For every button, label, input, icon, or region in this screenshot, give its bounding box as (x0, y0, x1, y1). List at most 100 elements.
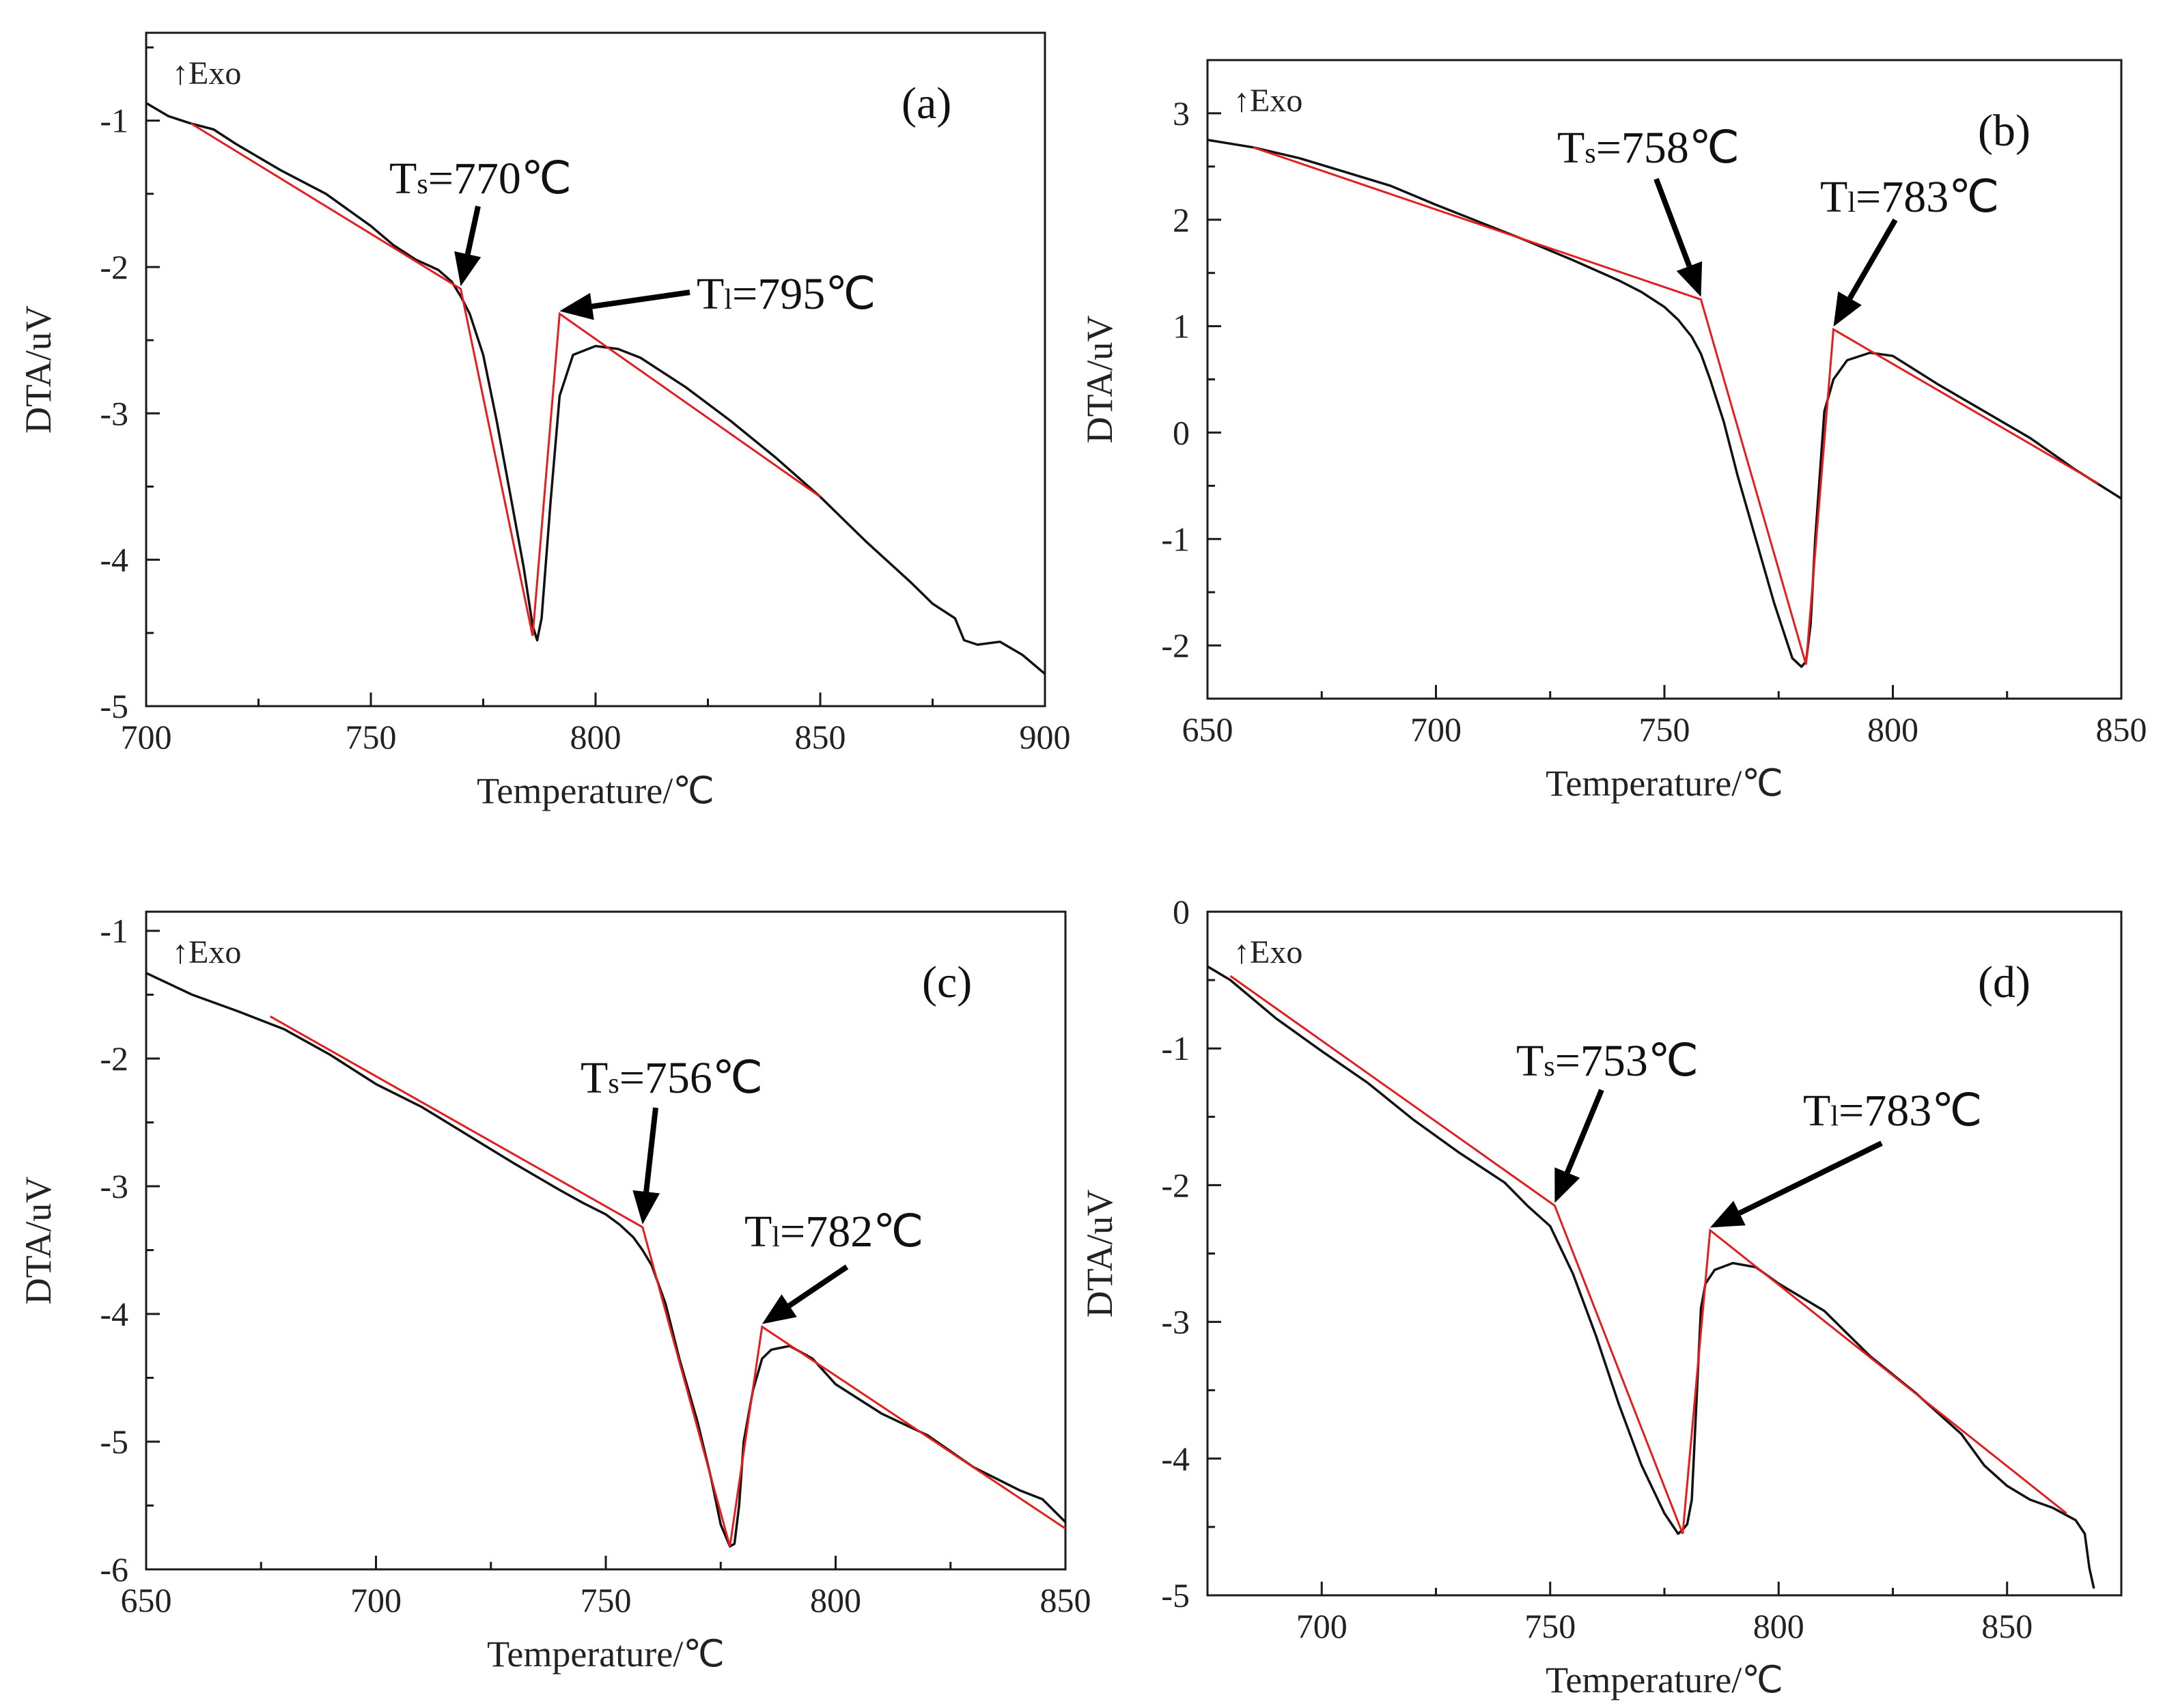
y-tick-label: 1 (1173, 307, 1190, 346)
annotation-arrow (1847, 218, 1898, 300)
anno-main: T (744, 1207, 772, 1257)
x-tick-label: 900 (1020, 718, 1071, 756)
x-axis-label: Temperature/℃ (487, 1634, 725, 1675)
y-tick-label: -1 (1161, 1029, 1190, 1067)
x-tick-label: 750 (1639, 710, 1690, 748)
x-tick-label: 750 (581, 1581, 632, 1619)
annotation-arrow (1565, 1089, 1604, 1174)
anno-main: T (697, 269, 724, 319)
x-tick-label: 800 (810, 1581, 861, 1619)
x-tick-label: 850 (795, 718, 846, 756)
y-tick-label: -2 (1161, 626, 1190, 664)
y-axis-label: DTA/uV (1079, 316, 1120, 444)
x-tick-label: 700 (350, 1581, 402, 1619)
exo-direction-label: ↑Exo (1233, 934, 1302, 970)
anno-main: T (1516, 1036, 1544, 1086)
y-tick-label: -4 (100, 1295, 128, 1333)
y-tick-label: 2 (1173, 201, 1190, 239)
y-tick-label: -5 (100, 687, 128, 725)
panel-b: 650 700 750 800 850 -2 -1 0 1 2 3 Temperature/℃ DTA/… (1079, 59, 2147, 804)
arrowhead (762, 1294, 797, 1324)
liquidus-temperature-label: Tl=782℃ (744, 1207, 923, 1257)
y-tick-label: -4 (100, 541, 128, 579)
y-tick-label: 0 (1173, 893, 1190, 931)
anno-main: T (1803, 1086, 1830, 1136)
tangent-construction-line (1253, 146, 2099, 665)
plot-frame (145, 31, 1046, 708)
anno-value: =782℃ (780, 1207, 923, 1257)
y-tick-label: -1 (100, 102, 128, 140)
x-axis-label: Temperature/℃ (1546, 1660, 1783, 1700)
anno-value: =758℃ (1596, 123, 1740, 173)
plot-frame (145, 910, 1067, 1571)
x-tick-label: 750 (1524, 1607, 1576, 1645)
x-tick-label: 850 (1981, 1607, 2033, 1645)
solidus-temperature-label: Ts=756℃ (581, 1053, 763, 1103)
exo-direction-label: ↑Exo (1233, 83, 1302, 119)
anno-value: =756℃ (619, 1053, 763, 1103)
x-tick-label: 650 (121, 1581, 172, 1619)
y-tick-label: -3 (100, 1167, 128, 1205)
exo-direction-label: ↑Exo (172, 934, 241, 970)
anno-subscript: l (772, 1222, 780, 1253)
y-tick-label: -4 (1161, 1440, 1190, 1478)
x-axis-label: Temperature/℃ (477, 770, 714, 811)
annotation-arrow (591, 290, 690, 309)
x-axis-label: Temperature/℃ (1546, 763, 1783, 804)
y-axis-label: DTA/uV (1079, 1190, 1120, 1318)
anno-value: =783℃ (1839, 1086, 1982, 1136)
arrowhead (1554, 1167, 1580, 1203)
y-tick-label: -2 (100, 248, 128, 286)
annotation-arrow (1738, 1140, 1883, 1216)
panel-c: 650 700 750 800 850 -6 -5 -4 -3 -2 -1 Temperature/℃… (18, 910, 1091, 1675)
anno-subscript: s (417, 169, 428, 200)
panel-label: (d) (1978, 957, 2030, 1007)
arrowhead (1709, 1201, 1746, 1228)
x-tick-label: 750 (346, 718, 397, 756)
anno-main: T (389, 154, 417, 204)
annotation-arrow (643, 1107, 658, 1192)
y-tick-label: 3 (1173, 94, 1190, 132)
anno-subscript: s (1584, 138, 1595, 169)
liquidus-temperature-label: Tl=783℃ (1820, 172, 1999, 222)
anno-subscript: s (1544, 1051, 1554, 1082)
y-tick-label: -6 (100, 1550, 128, 1588)
anno-main: T (581, 1053, 608, 1103)
y-tick-label: -3 (100, 394, 128, 432)
x-tick-label: 800 (570, 718, 622, 756)
dta-curve (145, 102, 1046, 675)
anno-main: T (1557, 123, 1584, 173)
arrowhead (632, 1190, 660, 1224)
anno-value: =795℃ (732, 269, 876, 319)
y-axis-label: DTA/uV (18, 1177, 59, 1305)
anno-subscript: s (608, 1068, 619, 1100)
anno-subscript: l (1830, 1101, 1839, 1132)
x-tick-label: 650 (1182, 710, 1233, 748)
tangent-construction-line (1229, 975, 2067, 1535)
anno-main: T (1820, 172, 1847, 222)
y-axis-label: DTA/uV (18, 305, 59, 434)
solidus-temperature-label: Ts=758℃ (1557, 123, 1740, 173)
exo-direction-label: ↑Exo (172, 55, 241, 92)
dta-curve (1207, 965, 2095, 1589)
anno-subscript: l (1847, 187, 1856, 219)
arrowhead (454, 251, 481, 287)
y-tick-label: -5 (100, 1423, 128, 1461)
liquidus-temperature-label: Tl=783℃ (1803, 1086, 1982, 1136)
liquidus-temperature-label: Tl=795℃ (697, 269, 876, 319)
y-tick-label: -3 (1161, 1303, 1190, 1341)
tangent-construction-line (269, 1015, 1066, 1547)
x-tick-label: 850 (2096, 710, 2147, 748)
x-tick-label: 800 (1867, 710, 1918, 748)
panel-label: (b) (1978, 106, 2030, 156)
anno-value: =783℃ (1856, 172, 1999, 222)
x-tick-label: 700 (1410, 710, 1462, 748)
annotation-arrow (787, 1264, 849, 1308)
anno-value: =753℃ (1555, 1036, 1699, 1086)
x-tick-label: 850 (1040, 1581, 1091, 1619)
arrowhead (1833, 291, 1862, 327)
anno-subscript: l (724, 284, 732, 316)
annotation-arrow (464, 206, 481, 255)
y-tick-label: 0 (1173, 413, 1190, 451)
